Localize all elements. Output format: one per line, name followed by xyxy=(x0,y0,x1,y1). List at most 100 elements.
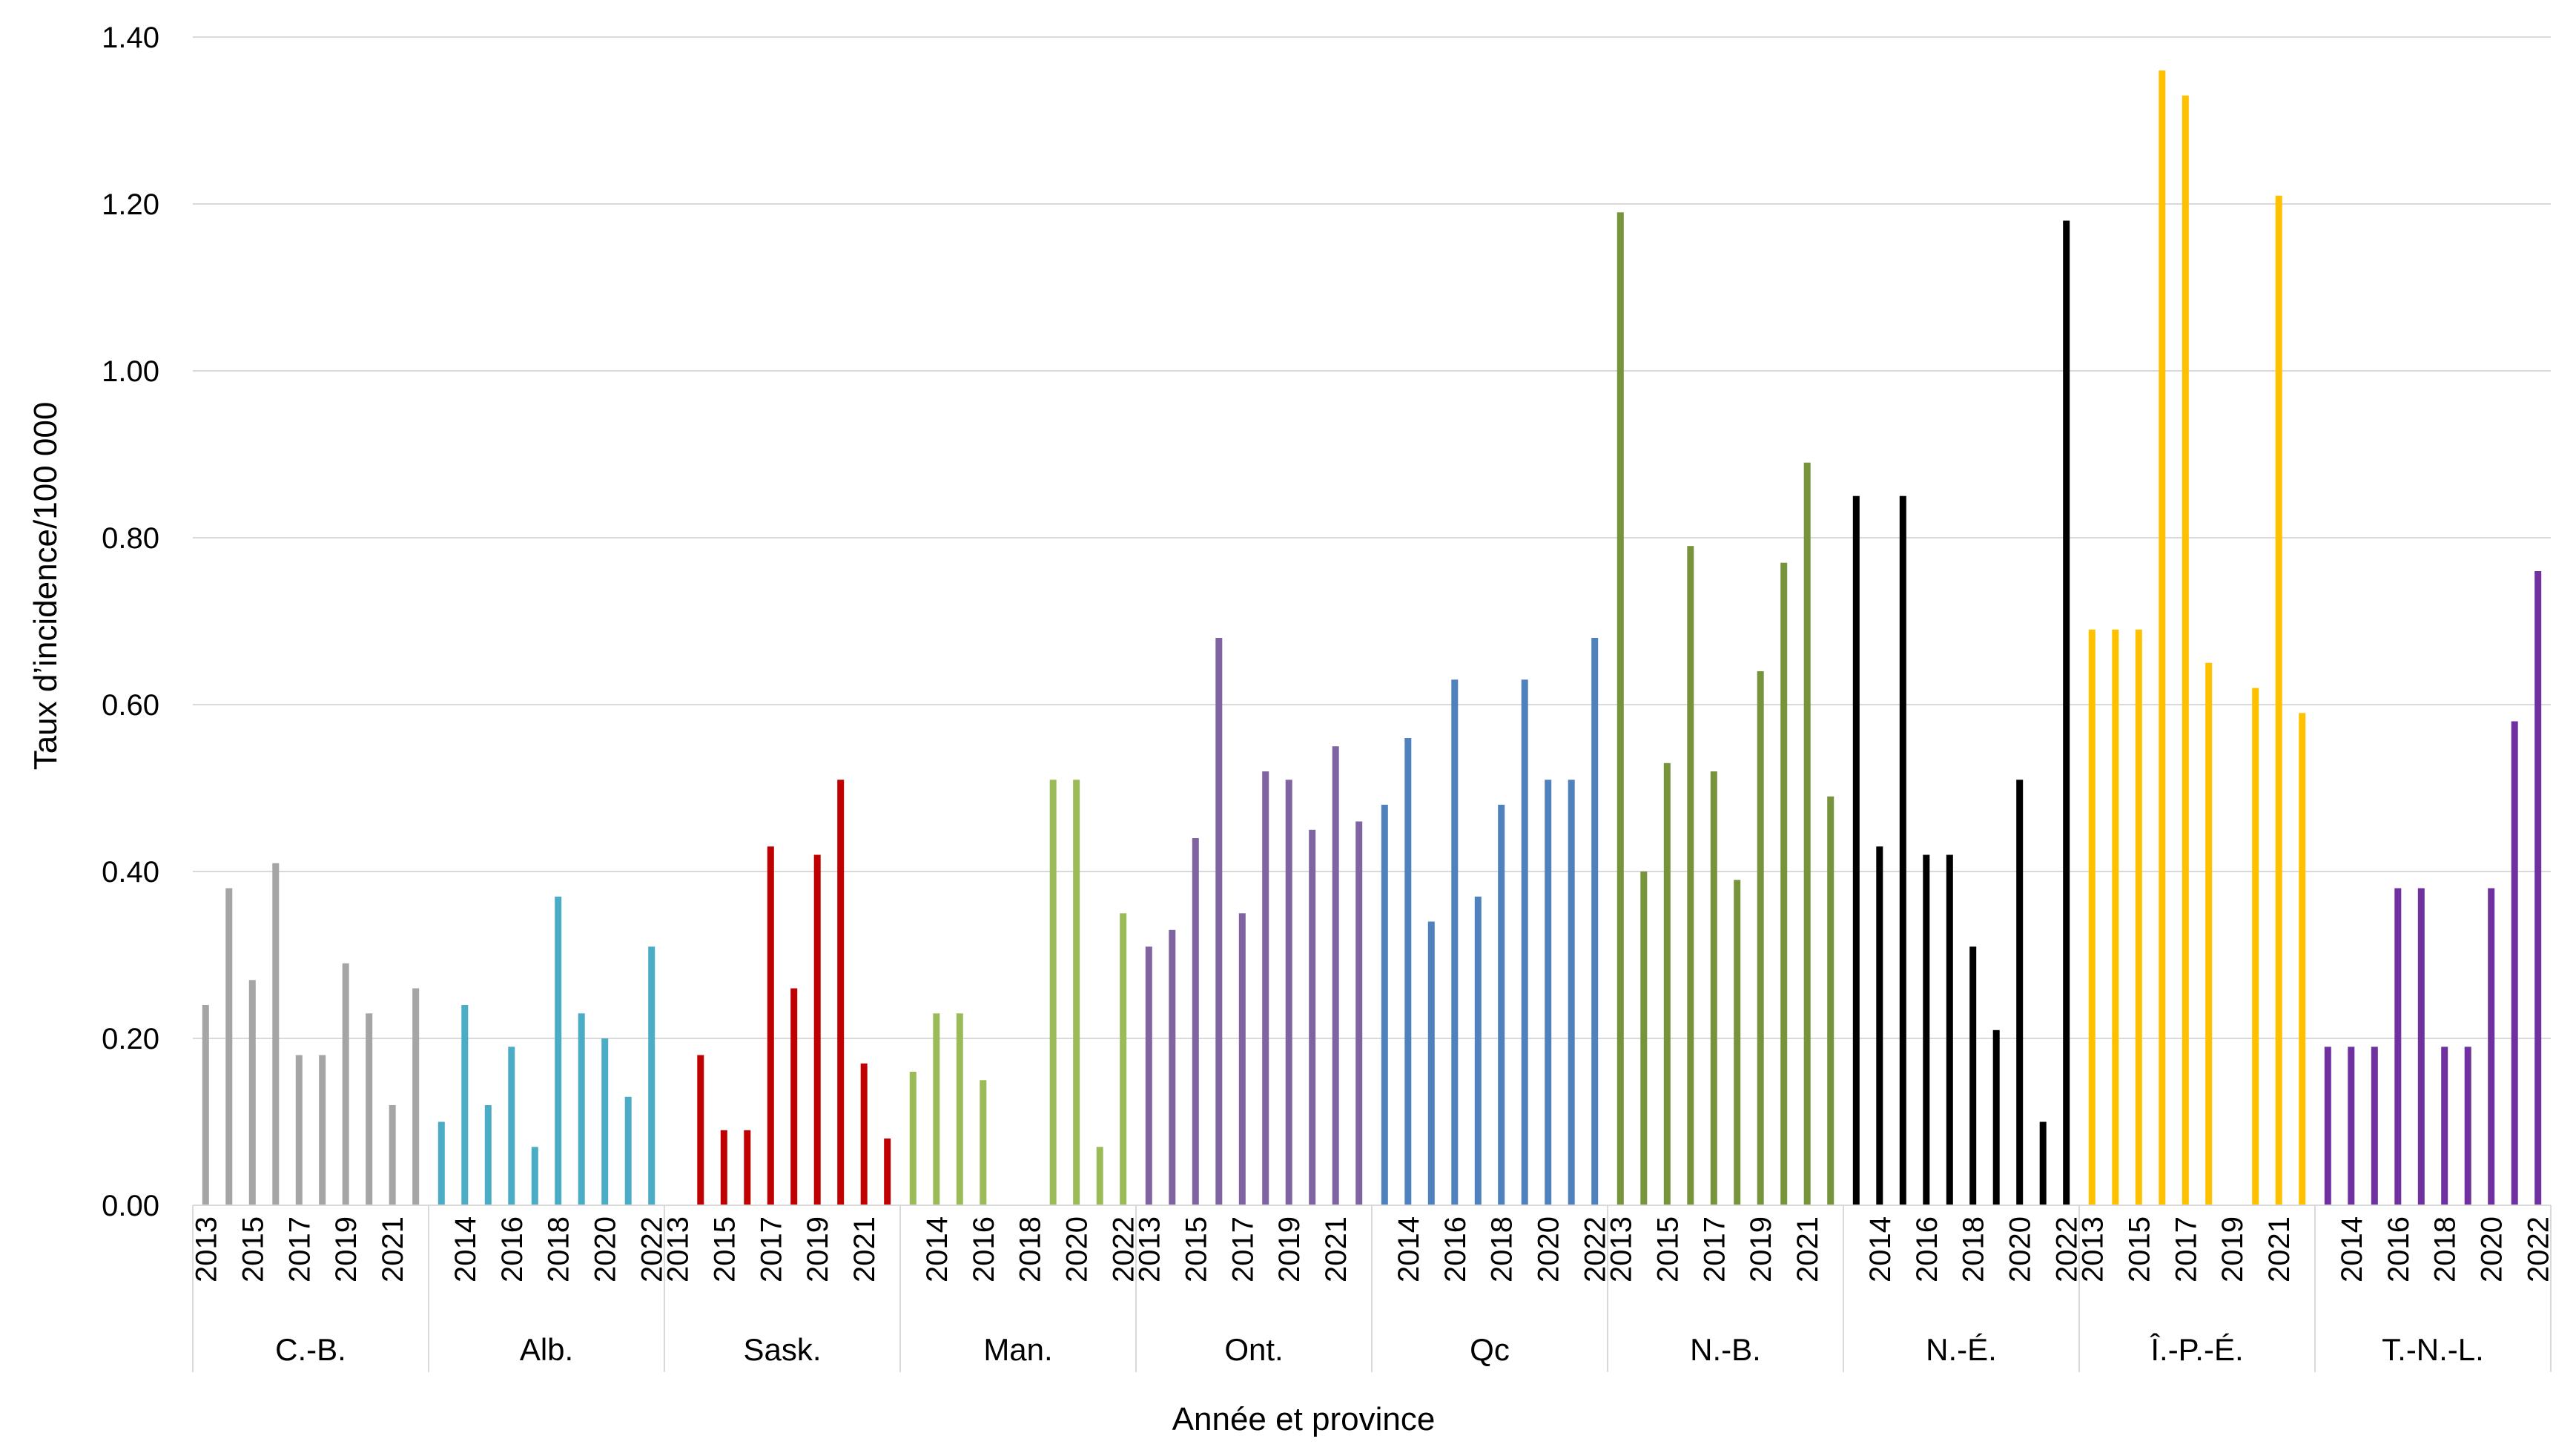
x-tick-label: 2017 xyxy=(283,1216,316,1282)
bar-8-4 xyxy=(2182,95,2189,1206)
x-tick-label: 2021 xyxy=(1791,1216,1824,1282)
bar-3-9 xyxy=(1120,913,1127,1206)
x-tick-label: 2020 xyxy=(1061,1216,1094,1282)
x-tick-label: 2014 xyxy=(1393,1216,1425,1282)
bar-7-0 xyxy=(1852,495,1860,1205)
bar-2-7 xyxy=(837,780,845,1206)
bar-4-4 xyxy=(1238,913,1246,1206)
x-tick-label: 2021 xyxy=(377,1216,409,1282)
bar-1-9 xyxy=(648,946,655,1206)
y-tick-label: 0.20 xyxy=(102,1023,159,1055)
bar-9-6 xyxy=(2464,1047,2471,1206)
bar-9-3 xyxy=(2394,888,2402,1205)
bar-0-3 xyxy=(272,863,280,1206)
bar-9-5 xyxy=(2441,1047,2448,1206)
x-tick-label: 2022 xyxy=(1108,1216,1140,1282)
x-tick-label: 2022 xyxy=(636,1216,669,1282)
bar-7-6 xyxy=(1992,1029,2000,1206)
bar-3-3 xyxy=(980,1080,987,1206)
x-tick-label: 2015 xyxy=(708,1216,741,1282)
bar-6-0 xyxy=(1616,212,1624,1206)
bar-3-7 xyxy=(1073,780,1080,1206)
bar-7-4 xyxy=(1946,854,1953,1205)
x-tick-label: 2017 xyxy=(1698,1216,1731,1282)
bar-0-0 xyxy=(202,1005,209,1205)
bar-9-4 xyxy=(2417,888,2425,1205)
x-tick-label: 2015 xyxy=(2123,1216,2156,1282)
x-tick-label: 2020 xyxy=(1533,1216,1565,1282)
x-tick-label: 2022 xyxy=(2051,1216,2084,1282)
bar-2-8 xyxy=(860,1063,868,1206)
y-tick-label: 1.40 xyxy=(102,22,159,54)
bar-2-5 xyxy=(790,988,798,1205)
bar-1-0 xyxy=(437,1121,445,1205)
bar-5-2 xyxy=(1427,921,1435,1205)
bar-7-7 xyxy=(2016,780,2024,1206)
x-tick-label: 2013 xyxy=(1133,1216,1166,1282)
x-tick-label: 2014 xyxy=(1864,1216,1897,1282)
bar-6-2 xyxy=(1663,762,1671,1206)
bar-2-1 xyxy=(697,1055,704,1205)
group-label: Ont. xyxy=(1224,1332,1283,1367)
bar-4-6 xyxy=(1285,780,1292,1206)
bar-3-8 xyxy=(1096,1147,1103,1206)
x-tick-label: 2019 xyxy=(802,1216,834,1282)
x-tick-label: 2019 xyxy=(330,1216,363,1282)
bar-9-1 xyxy=(2348,1047,2355,1206)
bar-4-2 xyxy=(1192,838,1199,1205)
bar-3-1 xyxy=(933,1013,940,1206)
y-tick-label: 1.00 xyxy=(102,355,159,388)
bar-5-6 xyxy=(1521,679,1528,1206)
bar-4-7 xyxy=(1309,829,1316,1206)
bar-0-1 xyxy=(225,888,233,1205)
bar-7-8 xyxy=(2039,1121,2047,1205)
x-tick-label: 2018 xyxy=(1486,1216,1519,1282)
x-tick-label: 2016 xyxy=(968,1216,1000,1282)
bar-2-6 xyxy=(813,854,821,1205)
x-tick-label: 2018 xyxy=(1014,1216,1047,1282)
bar-1-5 xyxy=(555,896,562,1206)
bar-2-2 xyxy=(720,1130,727,1206)
x-tick-label: 2018 xyxy=(2429,1216,2462,1282)
x-axis-title: Année et province xyxy=(1172,1401,1436,1437)
bar-5-5 xyxy=(1498,805,1505,1205)
x-axis: 2013 2015 2017 2019 2021 C.-B. 2014 2016 2018 202… xyxy=(190,1205,2555,1372)
bar-6-3 xyxy=(1687,546,1694,1205)
bar-6-5 xyxy=(1734,880,1741,1206)
group-label: Man. xyxy=(983,1332,1052,1367)
x-tick-label: 2013 xyxy=(1605,1216,1637,1282)
x-tick-label: 2022 xyxy=(1579,1216,1612,1282)
bar-8-2 xyxy=(2135,629,2142,1206)
y-axis: 0.00 0.20 0.40 0.60 0.80 1.00 1.20 1.40 xyxy=(102,22,159,1222)
x-tick-label: 2014 xyxy=(449,1216,482,1282)
x-tick-label: 2019 xyxy=(1273,1216,1306,1282)
group-label: T.-N.-L. xyxy=(2382,1332,2484,1367)
bar-5-7 xyxy=(1545,780,1552,1206)
bar-7-3 xyxy=(1923,854,1930,1205)
x-tick-label: 2015 xyxy=(1651,1216,1684,1282)
x-tick-label: 2018 xyxy=(543,1216,575,1282)
group-label: N.-B. xyxy=(1690,1332,1761,1367)
bar-4-0 xyxy=(1145,946,1152,1206)
y-tick-label: 0.00 xyxy=(102,1190,159,1222)
bar-0-2 xyxy=(248,980,256,1206)
x-tick-label: 2015 xyxy=(1180,1216,1212,1282)
bar-1-3 xyxy=(508,1047,515,1206)
group-label: Qc xyxy=(1470,1332,1510,1367)
bar-0-9 xyxy=(412,988,420,1205)
x-tick-label: 2021 xyxy=(1320,1216,1353,1282)
x-tick-label: 2021 xyxy=(848,1216,881,1282)
bar-0-4 xyxy=(295,1055,303,1205)
group-label: N.-É. xyxy=(1926,1332,1997,1367)
bar-6-9 xyxy=(1827,796,1834,1206)
bar-0-7 xyxy=(366,1013,373,1206)
bar-1-8 xyxy=(624,1096,632,1206)
bar-3-0 xyxy=(909,1072,917,1205)
x-tick-label: 2016 xyxy=(1439,1216,1472,1282)
bar-8-7 xyxy=(2252,688,2259,1205)
bar-7-2 xyxy=(1899,495,1906,1205)
bar-8-9 xyxy=(2299,713,2306,1206)
x-tick-label: 2022 xyxy=(2523,1216,2555,1282)
bars xyxy=(202,70,2542,1206)
bar-5-4 xyxy=(1474,896,1482,1206)
